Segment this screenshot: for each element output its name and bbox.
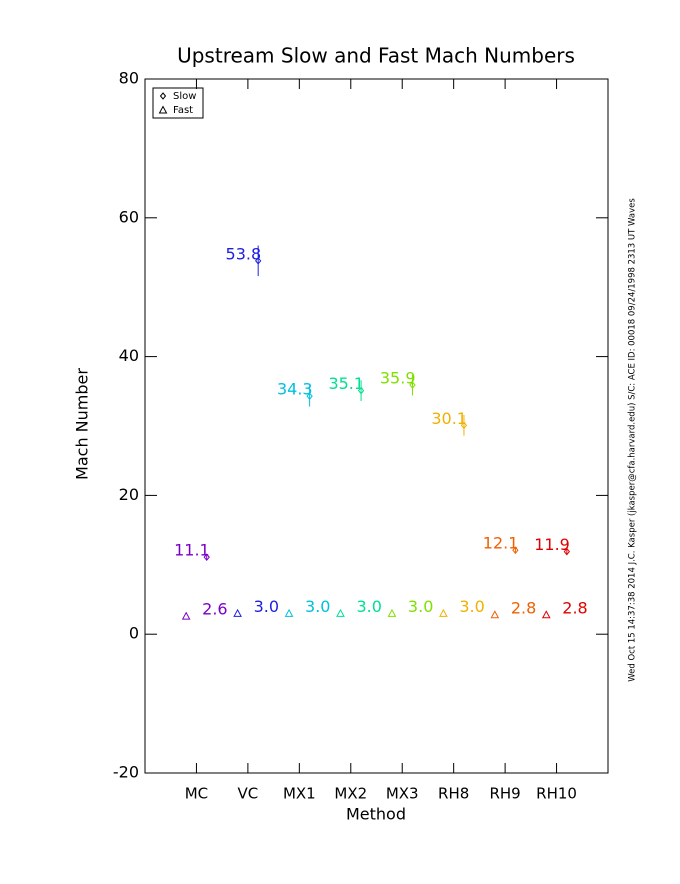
value-label: 12.1	[483, 534, 519, 553]
fast-marker	[541, 610, 551, 619]
fast-marker	[490, 610, 500, 619]
legend-label: Slow	[173, 91, 196, 102]
fast-marker	[439, 608, 448, 617]
y-tick-label: 80	[119, 69, 139, 88]
slow-marker	[255, 257, 262, 265]
y-axis-label: Mach Number	[73, 368, 92, 480]
value-label: 2.6	[202, 600, 227, 619]
slow-marker	[563, 547, 570, 556]
value-label: 2.8	[562, 598, 587, 617]
legend-box	[152, 87, 204, 119]
y-tick-label: 40	[119, 346, 139, 365]
slow-marker	[357, 386, 365, 395]
slow-marker	[409, 381, 416, 389]
value-label: 2.8	[511, 598, 536, 617]
slow-marker	[512, 546, 519, 555]
fast-marker	[284, 608, 294, 617]
y-tick-label: 20	[119, 485, 139, 504]
annotation: Wed Oct 15 14:37:38 2014 J.C. Kasper (jk…	[628, 198, 638, 682]
value-label: 53.8	[226, 244, 262, 263]
plot-frame	[144, 78, 609, 774]
x-tick-label: MX1	[283, 785, 316, 803]
legend-label: Fast	[173, 105, 193, 116]
value-label: 3.0	[254, 597, 279, 616]
fast-marker	[336, 608, 345, 617]
y-tick-label: -20	[113, 763, 139, 782]
legend-symbol	[158, 105, 168, 114]
x-tick-label: MC	[185, 785, 208, 803]
value-label: 30.1	[431, 409, 467, 428]
x-axis-label: Method	[346, 805, 406, 824]
x-tick-label: RH8	[438, 785, 469, 803]
chart-title: Upstream Slow and Fast Mach Numbers	[177, 44, 575, 68]
fast-marker	[387, 608, 397, 617]
x-tick-label: MX2	[334, 785, 367, 803]
value-label: 35.1	[328, 374, 364, 393]
y-tick-label: 0	[129, 624, 139, 643]
slow-marker	[306, 392, 313, 400]
x-tick-label: RH9	[489, 785, 520, 803]
x-tick-label: VC	[238, 785, 259, 803]
value-label: 3.0	[356, 597, 381, 616]
slow-marker	[460, 421, 468, 430]
value-label: 11.9	[534, 535, 570, 554]
value-label: 35.9	[380, 369, 416, 388]
value-label: 3.0	[459, 597, 484, 616]
legend-symbol	[159, 92, 167, 100]
value-label: 34.3	[277, 380, 313, 399]
y-tick-label: 60	[119, 207, 139, 226]
x-tick-label: MX3	[386, 785, 419, 803]
x-tick-label: RH10	[536, 785, 577, 803]
value-label: 11.1	[174, 541, 210, 560]
fast-marker	[181, 611, 191, 620]
fast-marker	[233, 608, 242, 617]
value-label: 3.0	[408, 597, 433, 616]
slow-marker	[203, 553, 210, 561]
value-label: 3.0	[305, 597, 330, 616]
